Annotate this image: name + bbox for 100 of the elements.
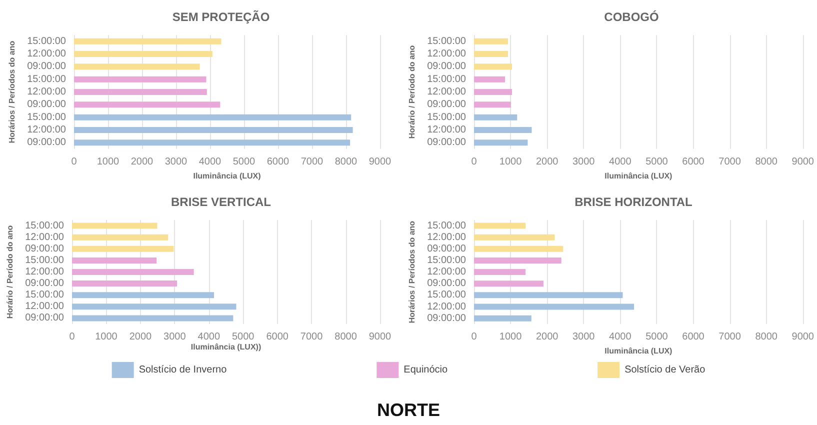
chart-title: BRISE HORIZONTAL xyxy=(574,195,692,209)
y-tick-label: 12:00:00 xyxy=(27,124,66,136)
x-tick-label: 3000 xyxy=(164,332,186,342)
x-tick-label: 3000 xyxy=(572,156,596,168)
y-tick-label: 09:00:00 xyxy=(427,137,466,148)
bar xyxy=(474,102,511,108)
legend-label: Solstício de Inverno xyxy=(138,364,228,376)
x-tick-label: 7000 xyxy=(718,332,742,343)
y-tick-label: 09:00:00 xyxy=(427,61,466,72)
bar xyxy=(74,127,353,133)
chart-title: BRISE VERTICAL xyxy=(170,195,272,209)
x-tick-label: 1000 xyxy=(499,332,522,343)
bar xyxy=(474,51,508,57)
y-tick-label: 15:00:00 xyxy=(427,36,466,47)
y-tick-label: 12:00:00 xyxy=(427,232,466,243)
bar xyxy=(72,269,194,275)
y-tick-label: 15:00:00 xyxy=(427,254,466,266)
x-tick-label: 4000 xyxy=(198,156,222,168)
y-tick-label: 09:00:00 xyxy=(27,61,66,72)
x-axis-title: Iluminância (LUX) xyxy=(193,171,262,180)
y-axis-title: Horários / Períodos do ano xyxy=(8,40,16,144)
x-tick-label: 6000 xyxy=(682,156,705,168)
x-tick-label: 6000 xyxy=(266,332,289,342)
x-tick-label: 9000 xyxy=(368,332,392,342)
bar xyxy=(474,76,506,82)
x-tick-label: 2000 xyxy=(536,156,559,168)
x-tick-label: 9000 xyxy=(792,332,814,343)
y-tick-label: 12:00:00 xyxy=(427,266,466,278)
y-axis-title: Horário / Período do ano xyxy=(408,45,416,139)
legend-label: Equinócio xyxy=(404,364,448,376)
y-tick-label: 15:00:00 xyxy=(25,290,64,301)
bar xyxy=(72,304,236,310)
y-tick-label: 12:00:00 xyxy=(427,48,466,60)
x-tick-label: 6000 xyxy=(266,156,290,168)
y-tick-label: 09:00:00 xyxy=(25,278,64,290)
bar xyxy=(474,114,518,120)
legend-label: Solstício de Verão xyxy=(624,364,706,376)
x-tick-label: 7000 xyxy=(300,332,324,342)
y-axis-title: Horários / Períodos do ano xyxy=(408,220,416,324)
bar xyxy=(474,257,562,264)
y-tick-label: 12:00:00 xyxy=(25,301,64,312)
bar xyxy=(474,38,508,44)
bar xyxy=(474,140,528,146)
bar xyxy=(72,292,214,298)
bar xyxy=(74,102,220,108)
x-tick-label: 8000 xyxy=(334,332,358,342)
bar xyxy=(74,64,200,70)
bar xyxy=(474,222,526,229)
y-tick-label: 15:00:00 xyxy=(427,290,466,301)
x-tick-label: 1000 xyxy=(96,156,120,168)
x-tick-label: 2000 xyxy=(130,156,154,168)
x-tick-label: 2000 xyxy=(129,332,152,342)
x-tick-label: 9000 xyxy=(368,156,392,168)
bar xyxy=(474,304,634,310)
bar xyxy=(74,76,206,82)
x-tick-label: 0 xyxy=(471,332,478,343)
x-tick-label: 5000 xyxy=(646,332,668,343)
y-tick-label: 09:00:00 xyxy=(427,99,466,110)
y-tick-label: 12:00:00 xyxy=(427,301,466,312)
bar xyxy=(74,51,212,57)
bar xyxy=(474,315,532,322)
x-tick-label: 3000 xyxy=(164,156,188,168)
y-tick-label: 15:00:00 xyxy=(27,112,66,123)
chart-title: SEM PROTEÇÃO xyxy=(172,10,270,24)
bar xyxy=(74,140,350,146)
text: NORTE xyxy=(377,400,440,420)
y-tick-label: 12:00:00 xyxy=(27,48,66,60)
y-tick-label: 12:00:00 xyxy=(25,266,64,278)
y-tick-label: 09:00:00 xyxy=(427,243,466,254)
y-tick-label: 15:00:00 xyxy=(427,220,466,232)
bar xyxy=(72,222,158,229)
y-tick-label: 15:00:00 xyxy=(25,220,64,232)
y-tick-label: 09:00:00 xyxy=(427,312,466,324)
y-axis-title: Horário / Período do ano xyxy=(6,225,14,319)
x-tick-label: 4000 xyxy=(609,332,632,343)
bar xyxy=(72,246,174,252)
x-tick-label: 5000 xyxy=(646,156,668,168)
x-tick-label: 1000 xyxy=(499,156,522,168)
x-axis-title: Iluminância (LUX)) xyxy=(190,342,262,352)
y-tick-label: 09:00:00 xyxy=(427,278,466,290)
chart-title: COBOGÓ xyxy=(604,10,659,24)
x-tick-label: 8000 xyxy=(755,156,778,168)
y-tick-label: 15:00:00 xyxy=(427,74,466,85)
bar xyxy=(474,89,512,95)
x-tick-label: 0 xyxy=(71,156,78,168)
x-tick-label: 4000 xyxy=(609,156,632,168)
y-tick-label: 15:00:00 xyxy=(25,254,64,266)
bar xyxy=(72,257,157,264)
y-tick-label: 12:00:00 xyxy=(427,124,466,136)
bar xyxy=(474,280,544,287)
bar xyxy=(474,246,564,252)
x-tick-label: 2000 xyxy=(536,332,559,343)
x-tick-label: 7000 xyxy=(718,156,742,168)
x-tick-label: 8000 xyxy=(334,156,358,168)
y-tick-label: 09:00:00 xyxy=(25,243,64,254)
bar xyxy=(474,292,623,298)
x-tick-label: 0 xyxy=(69,332,76,342)
y-tick-label: 12:00:00 xyxy=(25,232,64,243)
bar xyxy=(474,269,526,276)
bar xyxy=(72,280,178,287)
